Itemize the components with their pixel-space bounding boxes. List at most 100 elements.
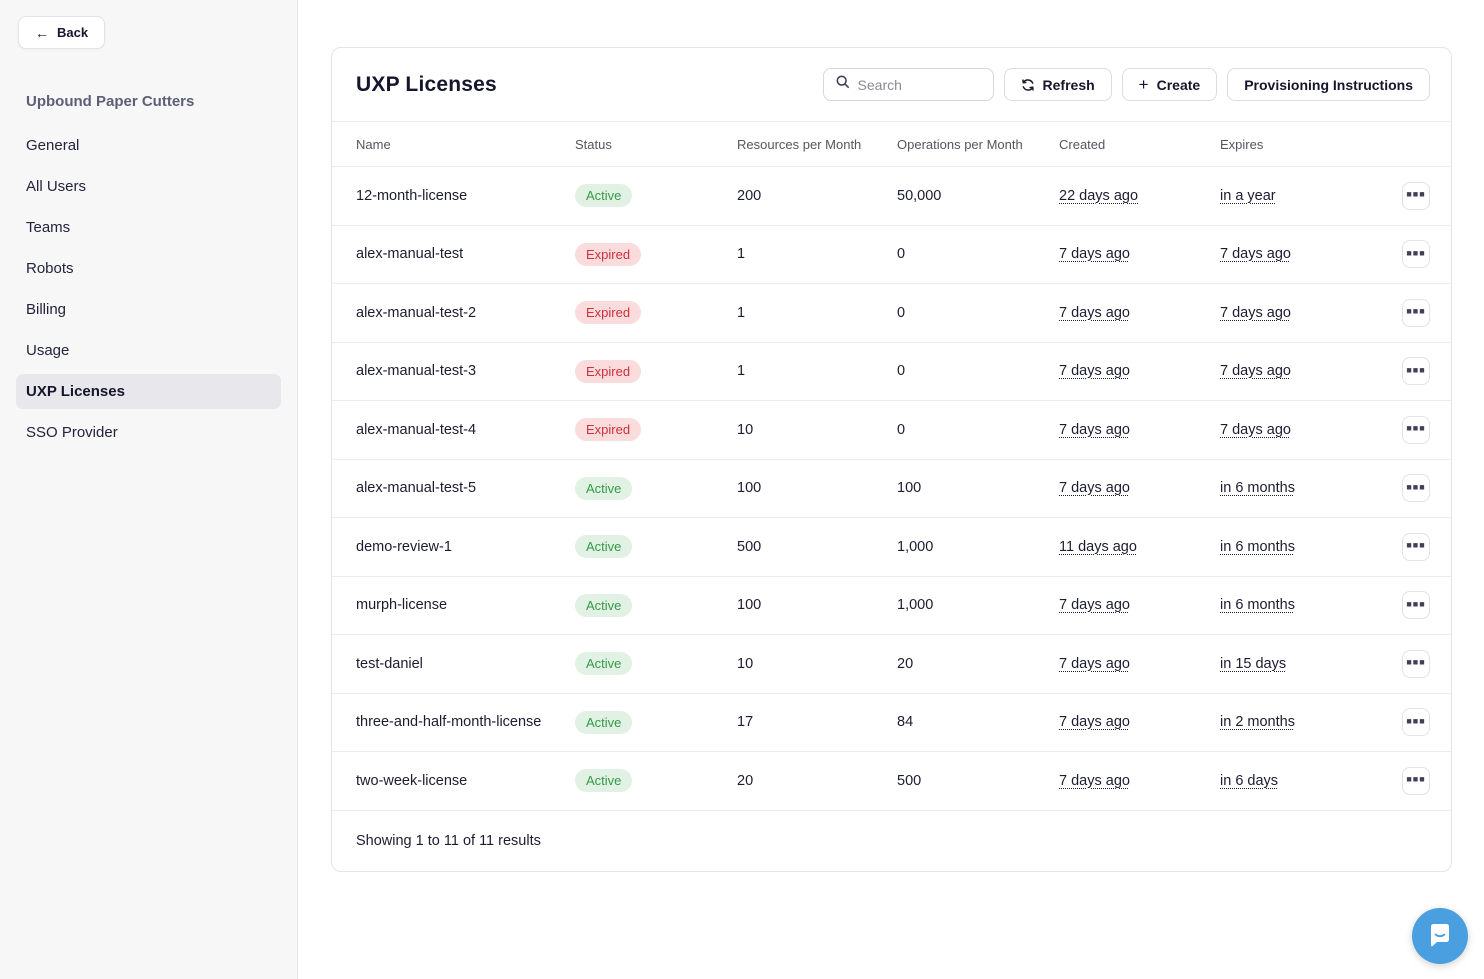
created-cell: 7 days ago [1059, 246, 1220, 262]
expires-value: 7 days ago [1220, 304, 1291, 321]
create-button[interactable]: + Create [1121, 68, 1218, 101]
sidebar-item-billing[interactable]: Billing [26, 301, 67, 318]
created-value: 7 days ago [1059, 714, 1130, 731]
resources-per-month: 17 [737, 714, 754, 731]
create-button-label: Create [1156, 76, 1201, 93]
expires-cell: in a year [1220, 188, 1380, 204]
back-button-label: Back [57, 25, 89, 40]
expires-value: in 6 days [1220, 772, 1279, 789]
created-cell: 11 days ago [1059, 539, 1220, 555]
operations-per-month: 1,000 [897, 597, 934, 614]
operations-per-month: 20 [897, 655, 914, 672]
status-cell: Active [575, 710, 737, 734]
sidebar: ← Back Upbound Paper Cutters General All … [0, 0, 298, 979]
sidebar-item-uxp-licenses[interactable]: UXP Licenses [16, 374, 281, 409]
search-icon [836, 75, 850, 94]
sidebar-item-teams[interactable]: Teams [26, 219, 71, 236]
status-cell: Expired [575, 301, 737, 325]
column-header-created: Created [1059, 136, 1106, 152]
created-cell: 7 days ago [1059, 363, 1220, 379]
expires-cell: 7 days ago [1220, 246, 1380, 262]
expires-cell: in 15 days [1220, 656, 1380, 672]
sidebar-item-robots[interactable]: Robots [26, 260, 74, 277]
created-value: 22 days ago [1059, 187, 1139, 204]
back-button[interactable]: ← Back [18, 16, 106, 49]
row-actions-button[interactable]: ■■■ [1402, 357, 1430, 386]
table-row: alex-manual-test Expired 1 0 7 days ago … [332, 226, 1451, 284]
row-actions-button[interactable]: ■■■ [1402, 766, 1430, 795]
actions-cell: ■■■ [1380, 415, 1430, 444]
org-name: Upbound Paper Cutters [26, 93, 195, 110]
sidebar-item-general[interactable]: General [26, 137, 80, 154]
resources-per-month: 20 [737, 772, 754, 789]
column-header-resources: Resources per Month [737, 136, 862, 152]
row-actions-button[interactable]: ■■■ [1402, 708, 1430, 737]
row-actions-button[interactable]: ■■■ [1402, 415, 1430, 444]
column-header-operations: Operations per Month [897, 136, 1023, 152]
actions-cell: ■■■ [1380, 357, 1430, 386]
created-cell: 22 days ago [1059, 188, 1220, 204]
created-cell: 7 days ago [1059, 656, 1220, 672]
expires-cell: in 2 months [1220, 714, 1380, 730]
operations-per-month: 0 [897, 304, 906, 321]
row-actions-button[interactable]: ■■■ [1402, 298, 1430, 327]
expires-cell: 7 days ago [1220, 305, 1380, 321]
card-header: UXP Licenses [332, 48, 1451, 122]
status-badge: Expired [575, 242, 642, 266]
sidebar-item-sso-provider[interactable]: SSO Provider [26, 424, 118, 441]
sidebar-item-all-users[interactable]: All Users [26, 178, 87, 195]
resources-per-month: 10 [737, 655, 754, 672]
row-actions-button[interactable]: ■■■ [1402, 532, 1430, 561]
table-body: 12-month-license Active 200 50,000 22 da… [332, 167, 1451, 811]
status-badge: Expired [575, 359, 642, 383]
operations-per-month: 50,000 [897, 187, 942, 204]
operations-per-month: 100 [897, 480, 922, 497]
status-badge: Active [575, 593, 633, 617]
resources-per-month: 100 [737, 480, 762, 497]
license-name: two-week-license [356, 772, 468, 789]
status-badge: Active [575, 184, 633, 208]
resources-per-month: 200 [737, 187, 762, 204]
search-box [822, 68, 994, 101]
chat-launcher-button[interactable] [1412, 908, 1468, 964]
sidebar-item-usage[interactable]: Usage [26, 342, 70, 359]
header-controls: Refresh + Create Provisioning Instructio… [822, 68, 1430, 101]
created-cell: 7 days ago [1059, 480, 1220, 496]
license-name: alex-manual-test [356, 246, 464, 263]
page-title: UXP Licenses [356, 72, 497, 96]
sidebar-items: General All Users Teams Robots Billing Usage U… [16, 128, 281, 450]
resources-per-month: 500 [737, 538, 762, 555]
status-badge: Active [575, 710, 633, 734]
row-actions-button[interactable]: ■■■ [1402, 240, 1430, 269]
row-actions-button[interactable]: ■■■ [1402, 474, 1430, 503]
status-cell: Expired [575, 418, 737, 442]
created-value: 7 days ago [1059, 655, 1130, 672]
operations-per-month: 0 [897, 246, 906, 263]
table-row: 12-month-license Active 200 50,000 22 da… [332, 167, 1451, 226]
license-name: murph-license [356, 597, 448, 614]
table-row: three-and-half-month-license Active 17 8… [332, 694, 1451, 752]
row-actions-button[interactable]: ■■■ [1402, 181, 1430, 210]
created-cell: 7 days ago [1059, 422, 1220, 438]
expires-cell: in 6 months [1220, 539, 1380, 555]
expires-value: in a year [1220, 187, 1276, 204]
provisioning-instructions-button[interactable]: Provisioning Instructions [1227, 68, 1430, 101]
table-row: demo-review-1 Active 500 1,000 11 days a… [332, 518, 1451, 577]
search-input[interactable] [857, 76, 981, 93]
status-cell: Active [575, 476, 737, 500]
actions-cell: ■■■ [1380, 708, 1430, 737]
resources-per-month: 1 [737, 363, 746, 380]
operations-per-month: 1,000 [897, 538, 934, 555]
row-actions-button[interactable]: ■■■ [1402, 649, 1430, 678]
refresh-button[interactable]: Refresh [1003, 68, 1112, 101]
created-value: 7 days ago [1059, 246, 1130, 263]
expires-value: 7 days ago [1220, 246, 1291, 263]
status-cell: Active [575, 535, 737, 559]
actions-cell: ■■■ [1380, 649, 1430, 678]
license-name: alex-manual-test-3 [356, 363, 477, 380]
created-value: 11 days ago [1059, 538, 1137, 555]
row-actions-button[interactable]: ■■■ [1402, 591, 1430, 620]
created-cell: 7 days ago [1059, 714, 1220, 730]
expires-value: 7 days ago [1220, 363, 1291, 380]
license-name: three-and-half-month-license [356, 714, 542, 731]
